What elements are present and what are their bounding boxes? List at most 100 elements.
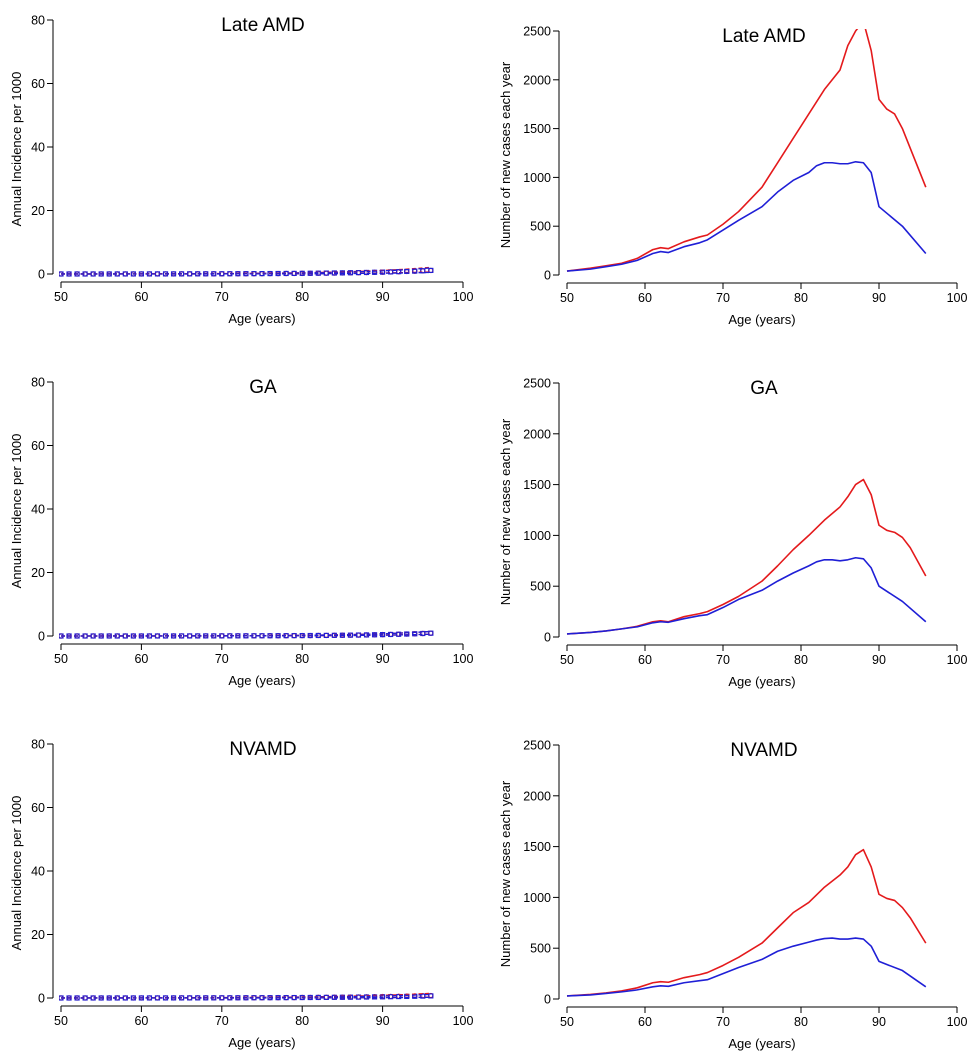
panel-0-series-blue-dashed	[61, 271, 431, 275]
panel-ga-incidence: GA 0 20 40 60 80 50 60 70 80 90 100 Age (years) Annua…	[9, 376, 473, 689]
panel-5-plot-area	[566, 848, 927, 997]
panel-5-x-label: Age (years)	[728, 1036, 795, 1051]
panel-0-y-tick-label: 80	[31, 14, 45, 28]
panel-4-x-label: Age (years)	[228, 1035, 295, 1050]
panel-4-point-blue	[428, 993, 434, 999]
panel-4-point-blue	[388, 994, 394, 1000]
panel-2-x-tick-label: 90	[376, 652, 390, 666]
panel-2-x-tick-label: 70	[215, 652, 229, 666]
panel-5-x-tick-label: 100	[947, 1015, 968, 1029]
panel-4-title: NVAMD	[229, 739, 296, 760]
panel-4-y-tick-label: 20	[31, 928, 45, 942]
panel-1-x-tick-label: 50	[560, 291, 574, 305]
panel-0-plot-area	[59, 266, 434, 277]
panel-1-x-tick-label: 90	[872, 291, 886, 305]
panel-4-x-tick-label: 100	[453, 1014, 474, 1028]
panel-1-x-tick-label: 60	[638, 291, 652, 305]
panel-0-x-label: Age (years)	[228, 311, 295, 326]
panel-1-y-tick-label: 0	[544, 269, 551, 283]
panel-1-x-tick-label: 80	[794, 291, 808, 305]
panel-4-y-tick-label: 0	[38, 992, 45, 1006]
panel-5-y-tick-label: 1000	[523, 891, 551, 905]
panel-2-plot-area	[59, 630, 434, 639]
panel-4-y-tick-label: 60	[31, 801, 45, 815]
panel-0-point-blue	[420, 268, 426, 274]
panel-2-x-tick-label: 50	[54, 652, 68, 666]
panel-3-y-tick-label: 0	[544, 631, 551, 645]
panel-nvamd-incidence: NVAMD 0 20 40 60 80 50 60 70 80 90 100 Age (years) An…	[9, 738, 473, 1051]
panel-4-x-tick-label: 90	[376, 1014, 390, 1028]
panel-1-series-blue-line	[566, 160, 927, 272]
panel-5-y-tick-label: 1500	[523, 840, 551, 854]
panel-1-y-label: Number of new cases each year	[498, 61, 513, 248]
panel-5-y-tick-label: 0	[544, 993, 551, 1007]
panel-5-y-tick-label: 500	[530, 942, 551, 956]
panel-1-title: Late AMD	[722, 26, 805, 47]
panel-0-y-tick-label: 40	[31, 141, 45, 155]
panel-1-x-tick-label: 70	[716, 291, 730, 305]
panel-3-y-tick-label: 1500	[523, 478, 551, 492]
panel-0-y-tick-label: 20	[31, 204, 45, 218]
panel-0-point-blue	[396, 269, 402, 275]
panel-0-x-tick-label: 80	[295, 290, 309, 304]
panel-1-series-red-line	[566, 29, 927, 272]
panel-3-x-tick-label: 100	[947, 653, 968, 667]
panel-1-y-tick-label: 2500	[523, 25, 551, 39]
panel-0-x-tick-label: 90	[376, 290, 390, 304]
panel-0-point-blue	[388, 269, 394, 275]
panel-1-y-tick-label: 1500	[523, 122, 551, 136]
panel-5-series-blue-line	[566, 937, 927, 997]
panel-2-y-tick-label: 40	[31, 503, 45, 517]
panel-3-y-tick-label: 500	[530, 580, 551, 594]
panel-5-title: NVAMD	[730, 740, 797, 761]
panel-2-y-tick-label: 20	[31, 566, 45, 580]
panel-ga-cases: GA 0 500 1000 1500 2000 2500 50 60 70 80 90 100 Age (…	[498, 377, 967, 690]
panel-1-x-tick-label: 100	[947, 291, 968, 305]
panel-3-title: GA	[750, 378, 778, 399]
panel-3-series-blue-line	[566, 556, 927, 635]
panel-4-x-tick-label: 60	[134, 1014, 148, 1028]
panel-5-y-tick-label: 2000	[523, 789, 551, 803]
panel-1-x-label: Age (years)	[728, 312, 795, 327]
panel-4-series-blue-dashed	[61, 996, 431, 999]
panel-0-point-blue	[428, 267, 434, 274]
panel-4-y-tick-label: 80	[31, 738, 45, 752]
panel-3-plot-area	[566, 478, 927, 635]
panel-5-y-tick-label: 2500	[523, 739, 551, 753]
panel-0-x-tick-label: 60	[134, 290, 148, 304]
panel-1-y-tick-label: 1000	[523, 171, 551, 185]
panel-late-amd-cases: Late AMD 0 500 1000 1500 2000 2500 50 60 70 80 90 10…	[498, 25, 968, 328]
panel-2-title: GA	[249, 377, 277, 398]
panel-2-x-tick-label: 100	[453, 652, 474, 666]
panel-4-point-blue	[420, 993, 426, 999]
panel-4-point-blue	[396, 993, 402, 1000]
panel-2-y-tick-label: 0	[38, 630, 45, 644]
panel-4-plot-area	[59, 992, 434, 1001]
panel-late-amd-incidence: Late AMD 0 20 40 60 80 50 60 70 80 90 100 Age (years…	[9, 14, 473, 327]
panel-2-x-tick-label: 60	[134, 652, 148, 666]
panel-0-y-label: Annual Incidence per 1000	[9, 72, 24, 227]
panel-5-series-red-line	[566, 848, 927, 997]
panel-0-x-tick-label: 70	[215, 290, 229, 304]
panel-nvamd-cases: NVAMD 0 500 1000 1500 2000 2500 50 60 70 80 90 100 Ag…	[498, 739, 967, 1052]
panel-5-x-tick-label: 70	[716, 1015, 730, 1029]
panel-3-y-tick-label: 2500	[523, 377, 551, 391]
panel-2-series-blue-dashed	[61, 633, 431, 637]
panel-3-y-label: Number of new cases each year	[498, 418, 513, 605]
panel-3-series-red-line	[566, 478, 927, 635]
panel-3-y-tick-label: 1000	[523, 529, 551, 543]
panel-5-x-tick-label: 90	[872, 1015, 886, 1029]
panel-0-x-tick-label: 100	[453, 290, 474, 304]
panel-2-x-label: Age (years)	[228, 673, 295, 688]
panel-4-x-tick-label: 80	[295, 1014, 309, 1028]
panel-4-y-tick-label: 40	[31, 865, 45, 879]
panel-1-plot-area	[566, 29, 927, 272]
panel-3-x-tick-label: 70	[716, 653, 730, 667]
panel-3-x-tick-label: 60	[638, 653, 652, 667]
panel-2-x-tick-label: 80	[295, 652, 309, 666]
panel-2-point-blue	[420, 630, 426, 637]
panel-3-x-label: Age (years)	[728, 674, 795, 689]
panel-0-title: Late AMD	[221, 15, 304, 36]
panel-2-y-tick-label: 80	[31, 376, 45, 390]
